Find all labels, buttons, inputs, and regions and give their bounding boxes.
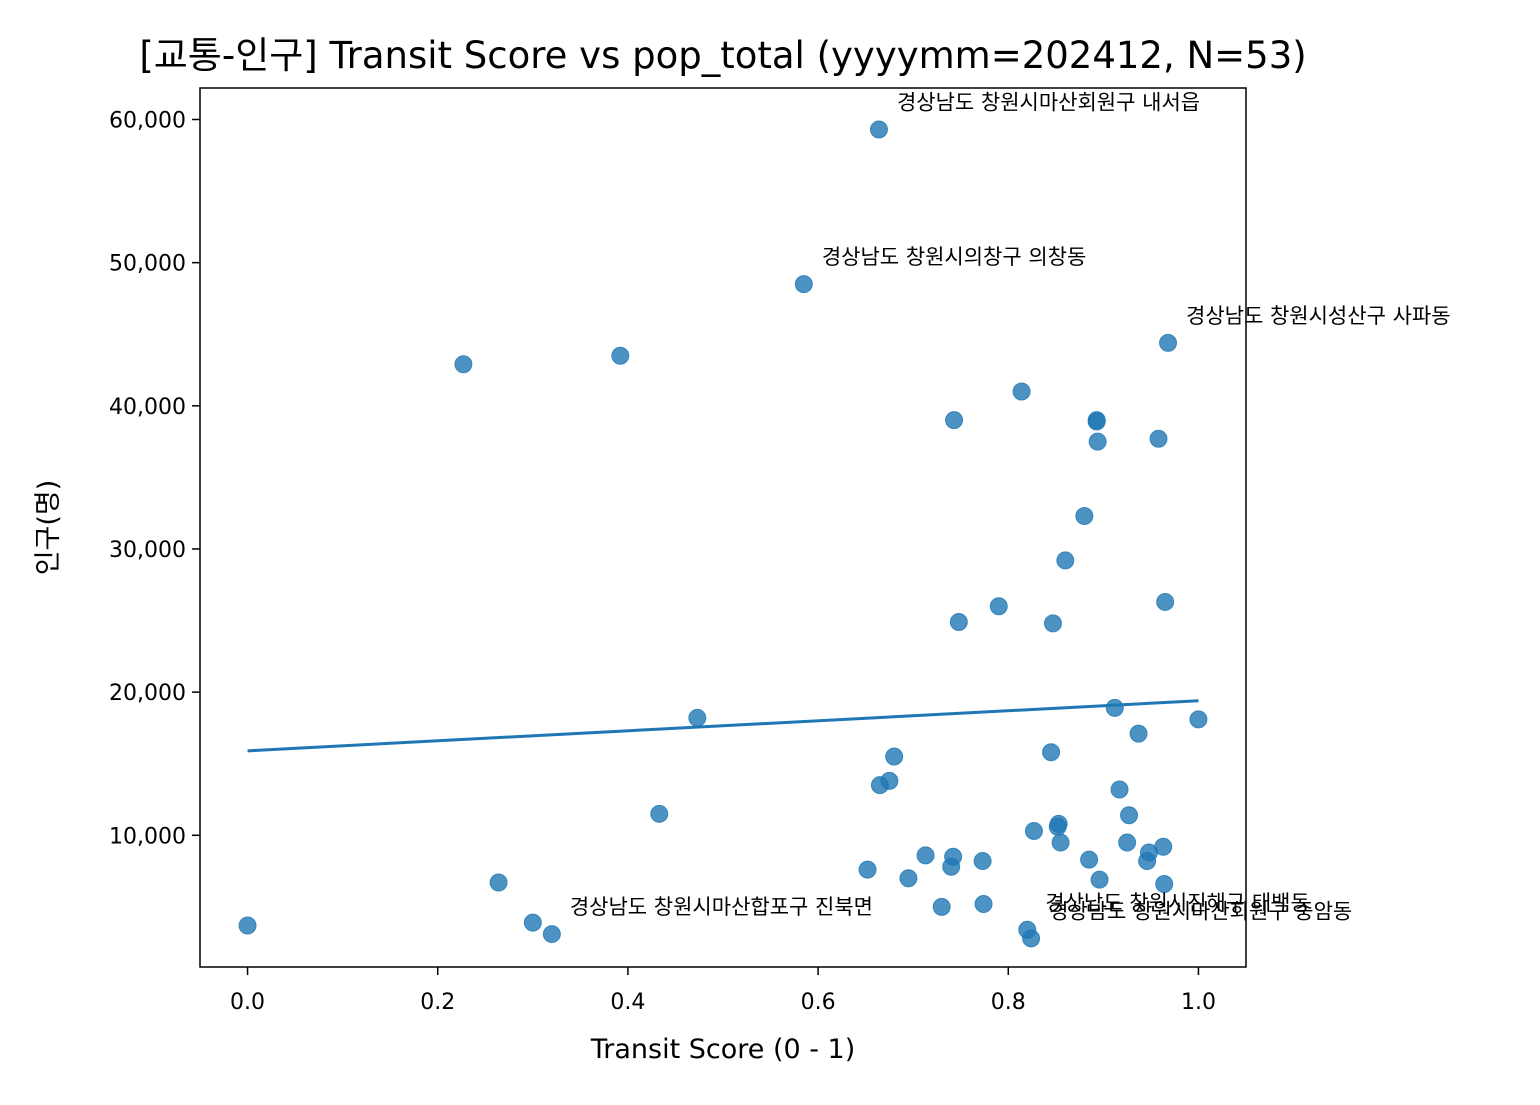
point-annotation: 경상남도 창원시진해구 태백동 — [1045, 891, 1310, 915]
y-tick-label: 10,000 — [109, 824, 186, 849]
data-point — [1024, 821, 1043, 840]
data-point — [974, 895, 993, 914]
data-point — [794, 275, 813, 294]
data-point — [1155, 874, 1174, 893]
data-point — [688, 708, 707, 727]
chart-title: [교통-인구] Transit Score vs pop_total (yyyy… — [139, 34, 1306, 77]
data-point — [899, 869, 918, 888]
trend-line — [247, 699, 1199, 753]
x-tick-label: 0.8 — [991, 990, 1026, 1015]
data-point — [1120, 806, 1139, 825]
data-point — [1043, 614, 1062, 633]
point-annotation: 경상남도 창원시마산합포구 진북면 — [570, 895, 873, 919]
data-point — [238, 916, 257, 935]
data-point — [989, 597, 1008, 616]
data-point — [1075, 507, 1094, 526]
data-point — [1154, 837, 1173, 856]
data-point — [1149, 429, 1168, 448]
point-annotation: 경상남도 창원시마산회원구 중암동 — [1049, 899, 1352, 923]
x-tick-label: 0.2 — [420, 990, 455, 1015]
data-point — [650, 804, 669, 823]
point-annotation: 경상남도 창원시의창구 의창동 — [822, 245, 1087, 269]
data-point — [916, 846, 935, 865]
y-axis-title: 인구(명) — [33, 480, 64, 576]
data-point — [611, 346, 630, 365]
data-point — [945, 411, 964, 430]
plot-area: 0.0 0.2 0.4 0.6 0.8 1.0 10,000 20,000 30,000 40,0… — [109, 87, 1451, 1015]
data-point — [880, 771, 899, 790]
data-point — [932, 897, 951, 916]
data-point — [542, 925, 561, 944]
data-point — [1087, 412, 1106, 431]
data-point — [523, 913, 542, 932]
y-tick-label: 20,000 — [109, 681, 186, 706]
data-point — [1088, 432, 1107, 451]
data-point — [869, 120, 888, 139]
x-tick-label: 0.6 — [801, 990, 836, 1015]
y-tick-label: 40,000 — [109, 395, 186, 420]
data-point — [949, 612, 968, 631]
point-annotation: 경상남도 창원시성산구 사파동 — [1186, 304, 1451, 328]
data-point — [1159, 333, 1178, 352]
data-point — [885, 747, 904, 766]
data-point — [1012, 382, 1031, 401]
data-point — [1105, 698, 1124, 717]
data-point — [1129, 724, 1148, 743]
data-point — [973, 852, 992, 871]
point-annotation: 경상남도 창원시마산회원구 내서읍 — [897, 91, 1200, 115]
data-point — [1056, 551, 1075, 570]
data-point — [1080, 850, 1099, 869]
data-point — [1156, 592, 1175, 611]
data-point — [1049, 814, 1068, 833]
x-tick-label: 1.0 — [1181, 990, 1216, 1015]
data-point — [489, 873, 508, 892]
plot-frame — [199, 87, 1247, 968]
y-tick-label: 60,000 — [109, 108, 186, 133]
data-point — [1189, 710, 1208, 729]
x-axis-title: Transit Score (0 - 1) — [590, 1034, 856, 1065]
y-tick-label: 50,000 — [109, 252, 186, 277]
data-point — [1110, 780, 1129, 799]
data-point — [858, 860, 877, 879]
x-tick-label: 0.4 — [610, 990, 645, 1015]
data-point — [1042, 743, 1061, 762]
data-point — [1118, 833, 1137, 852]
data-point — [944, 847, 963, 866]
data-point — [1051, 833, 1070, 852]
x-tick-label: 0.0 — [230, 990, 265, 1015]
data-point — [1022, 929, 1041, 948]
y-tick-label: 30,000 — [109, 538, 186, 563]
data-point — [1090, 870, 1109, 889]
data-point — [454, 355, 473, 374]
